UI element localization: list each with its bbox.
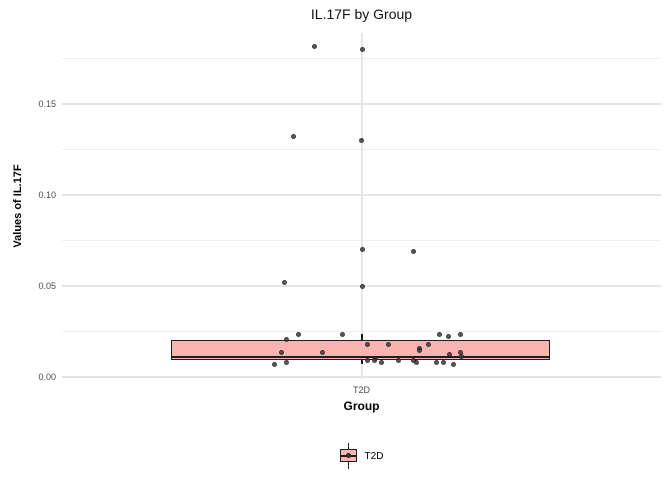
legend-label: T2D — [364, 450, 384, 462]
data-point — [450, 361, 456, 367]
plot-panel — [62, 33, 661, 379]
legend-point-icon — [345, 453, 351, 458]
data-point — [319, 349, 325, 355]
data-point — [378, 360, 384, 366]
x-axis-tick-label: T2D — [352, 385, 370, 395]
data-point — [395, 358, 401, 364]
data-point — [364, 357, 370, 363]
data-point — [385, 342, 391, 348]
data-point — [281, 280, 287, 286]
chart-title: IL.17F by Group — [310, 6, 413, 22]
y-tick-label: 0.10 — [38, 189, 56, 200]
data-point — [458, 354, 464, 360]
data-point — [358, 137, 364, 143]
data-point — [283, 359, 289, 365]
data-point — [457, 332, 463, 338]
data-point — [416, 348, 422, 354]
category-gridline — [361, 33, 363, 379]
data-point — [359, 247, 365, 253]
data-point — [436, 331, 442, 337]
data-point — [339, 332, 345, 338]
data-point — [283, 337, 289, 342]
data-point — [364, 341, 370, 347]
upper-whisker — [361, 334, 363, 341]
median-line — [171, 356, 550, 359]
x-axis-title: Group — [343, 399, 380, 413]
data-point — [359, 46, 365, 52]
data-point — [290, 134, 296, 140]
data-point — [410, 249, 416, 255]
y-tick-label: 0.05 — [38, 280, 56, 291]
data-point — [271, 361, 277, 367]
lower-whisker — [361, 359, 363, 365]
data-point — [440, 359, 446, 365]
data-point — [413, 360, 419, 366]
data-point — [311, 44, 317, 50]
boxplot-box — [171, 340, 550, 360]
data-point — [359, 283, 365, 289]
data-point — [433, 360, 439, 366]
data-point — [278, 349, 284, 355]
y-axis-title: Values of IL.17F — [12, 164, 24, 248]
legend-key-boxplot-icon — [339, 443, 357, 469]
y-tick-label: 0.00 — [38, 371, 56, 382]
y-tick-label: 0.15 — [38, 98, 56, 109]
legend: T2D — [62, 441, 661, 471]
data-point — [425, 341, 431, 347]
data-point — [371, 358, 377, 364]
data-point — [445, 333, 451, 339]
data-point — [446, 352, 452, 358]
data-point — [295, 332, 301, 338]
